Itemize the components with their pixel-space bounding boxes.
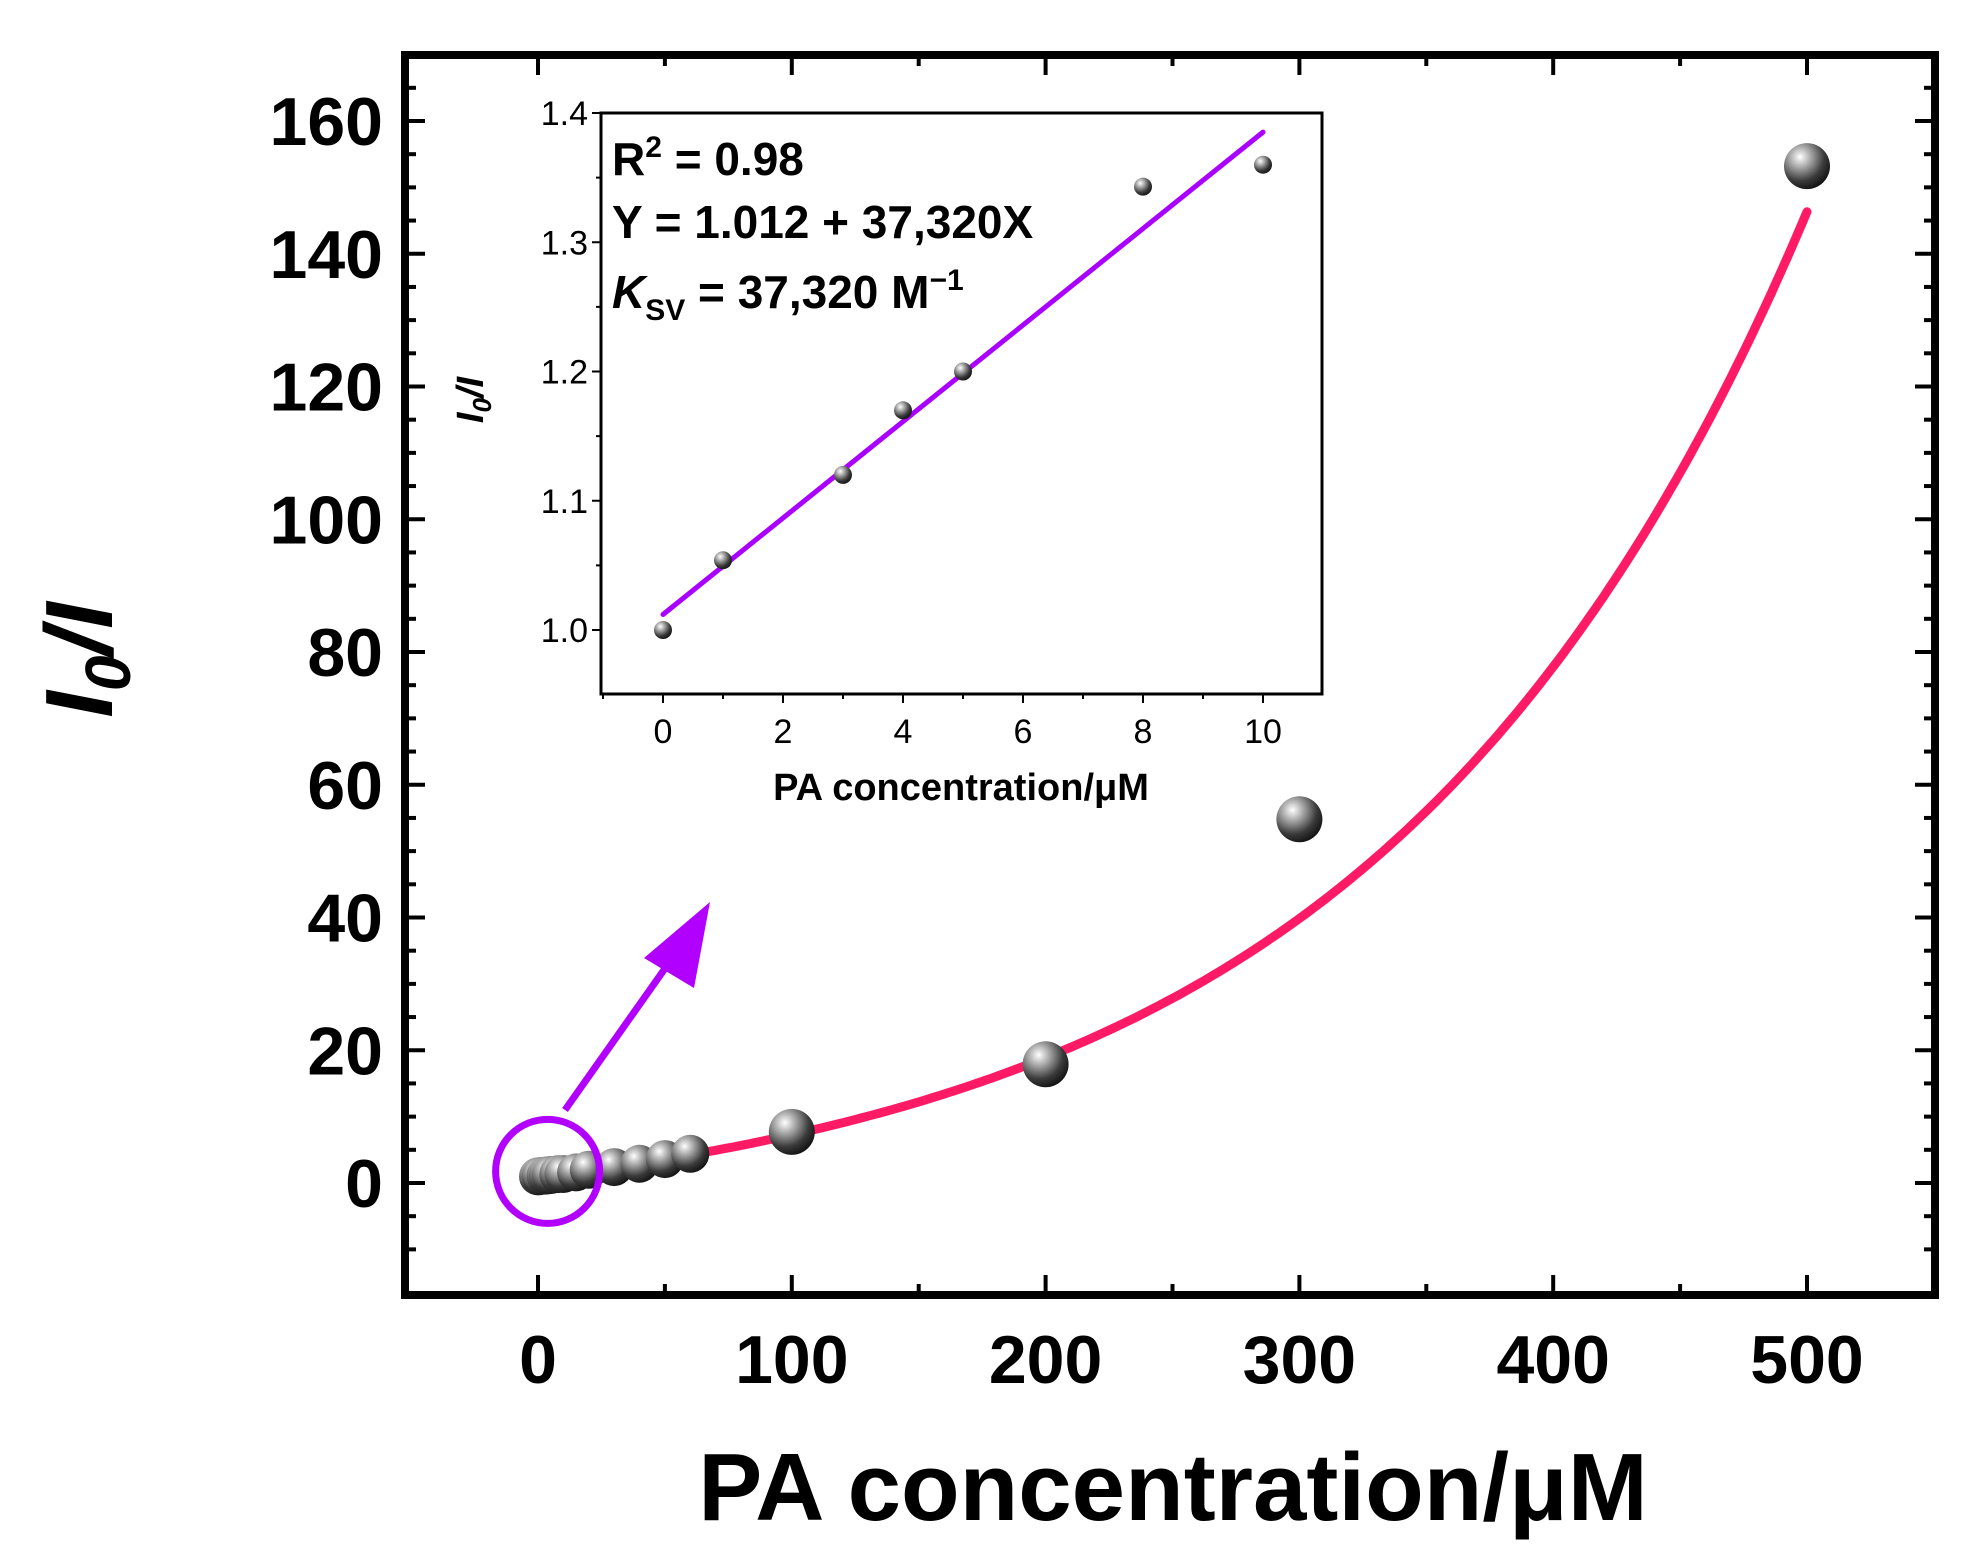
inset-background [601,113,1322,694]
inset-y-tick-labels: 1.0 1.1 1.2 1.3 1.4 [541,95,588,650]
main-x-tick-label: 300 [1243,1322,1356,1398]
main-y-tick-label: 20 [307,1013,383,1089]
r-squared-annotation: R2 = 0.98 [612,131,804,185]
inset-x-tick-label: 4 [894,713,913,751]
inset-y-tick-label: 1.3 [541,224,588,262]
r2-value: = 0.98 [662,133,804,185]
inset-y-axis-label: I0/I [450,375,497,423]
main-y-tick-label: 0 [345,1146,383,1222]
main-data-point [768,1108,815,1155]
main-x-tick-labels: 0 100 200 300 400 500 [519,1322,1864,1398]
main-y-tick-label: 140 [270,217,383,293]
inset-data-point [954,362,972,381]
r2-letter: R [612,133,645,185]
ksv-k: K [612,266,648,318]
main-y-tick-label: 120 [270,350,383,426]
main-y-axis-label: I0/I [26,600,144,718]
inset-x-tick-label: 6 [1014,713,1033,751]
main-x-tick-label: 200 [989,1322,1102,1398]
inset-x-tick-labels: 0 2 4 6 8 10 [654,713,1282,751]
main-fit-curve-path [533,207,1812,1182]
main-y-tick-label: 60 [307,748,383,824]
main-fit-curve [533,207,1812,1182]
main-plot-frame [401,51,1939,1299]
inset-y-label-rest: /I [450,375,492,400]
zoom-annotation [492,902,710,1227]
main-y-tick-labels: 0 20 40 60 80 100 120 140 160 [270,84,383,1222]
main-data-points [519,143,1830,1196]
ksv-annotation: KSV = 37,320 M−1 [612,264,964,327]
main-y-label-i: I [26,689,133,718]
inset-plot-frame [599,111,1324,696]
inset-data-point [834,465,852,484]
inset-plot: 0 2 4 6 8 10 1.0 1.1 1.2 1.3 1.4 PA concentration… [450,95,1324,809]
r2-superscript: 2 [645,131,662,164]
main-y-tick-label: 100 [270,482,383,558]
inset-x-tick-label: 2 [774,713,793,751]
main-data-point [1784,143,1830,190]
inset-x-axis-label: PA concentration/μM [773,767,1149,809]
inset-x-tick-label: 10 [1244,713,1282,751]
inset-y-tick-label: 1.0 [541,612,588,650]
main-x-tick-label: 100 [735,1322,848,1398]
ksv-unit-superscript: −1 [929,264,963,297]
main-data-point [1276,796,1323,843]
main-x-tick-label: 0 [519,1322,557,1398]
inset-x-tick-label: 8 [1134,713,1153,751]
inset-y-label-i: I [450,411,492,423]
main-x-axis-label: PA concentration/μM [698,1434,1647,1541]
inset-y-label-sub: 0 [467,398,497,413]
inset-data-point [894,401,912,420]
main-data-point [671,1134,710,1173]
inset-data-point [1134,177,1152,196]
inset-data-point [1254,155,1272,174]
inset-x-tick-label: 0 [654,713,673,751]
inset-data-point [654,621,672,639]
main-y-tick-label: 160 [270,84,383,160]
zoom-arrow-head [644,902,710,988]
inset-y-tick-label: 1.1 [541,483,588,521]
fit-equation-annotation: Y = 1.012 + 37,320X [612,196,1034,248]
ksv-subscript: SV [645,294,685,327]
main-data-point [1022,1041,1069,1088]
main-y-tick-label: 40 [307,881,383,957]
inset-y-tick-label: 1.4 [541,95,588,133]
zoom-arrow-shaft [562,947,681,1113]
main-y-label-rest: /I [26,600,133,660]
zoom-circle [492,1115,604,1227]
inset-y-tick-label: 1.2 [541,354,588,392]
main-x-tick-label: 500 [1750,1322,1863,1398]
main-y-tick-label: 80 [307,615,383,691]
inset-data-point [714,551,732,570]
ksv-value: = 37,320 M [685,266,929,318]
main-x-tick-label: 400 [1496,1322,1609,1398]
main-y-label-sub: 0 [72,656,144,692]
inset-data-points [654,155,1272,639]
